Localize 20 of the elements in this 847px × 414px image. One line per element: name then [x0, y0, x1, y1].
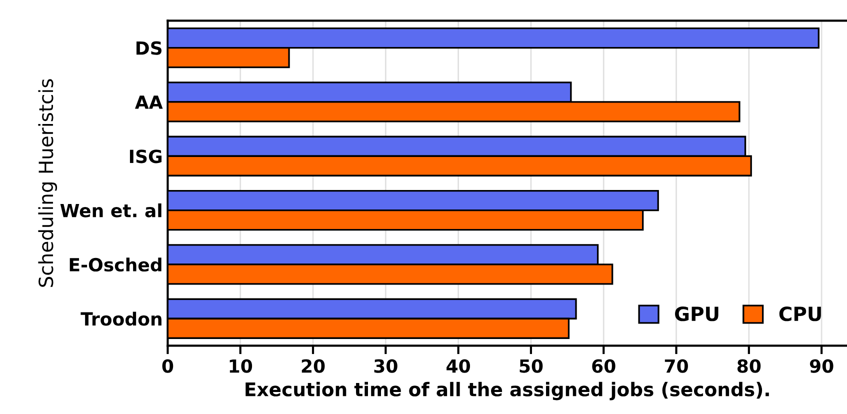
y-tick-label: DS [136, 41, 162, 55]
x-tick-label: 20 [302, 359, 325, 373]
x-tick-label: 90 [810, 359, 834, 373]
y-tick-label: E-Osched [70, 258, 162, 272]
legend-label: CPU [779, 306, 821, 322]
y-tick-label: AA [134, 96, 163, 109]
x-tick-label: 30 [374, 359, 398, 373]
y-tick-label: ISG [130, 150, 162, 164]
x-tick-label: 70 [664, 359, 688, 373]
x-tick-label: 0 [162, 359, 174, 373]
x-tick-label: 40 [446, 359, 470, 373]
y-tick-label: Wen et. al [60, 203, 162, 218]
y-axis-title: Scheduling Hueristcis [38, 79, 58, 287]
x-axis-title: Execution time of all the assigned jobs (seconds). [246, 382, 769, 400]
y-tick-label: Troodon [80, 312, 162, 326]
legend-label: GPU [675, 306, 718, 322]
x-tick-label: 10 [230, 359, 252, 373]
x-tick-label: 60 [592, 359, 616, 373]
x-tick-label: 80 [737, 359, 761, 373]
x-tick-label: 50 [520, 359, 543, 373]
